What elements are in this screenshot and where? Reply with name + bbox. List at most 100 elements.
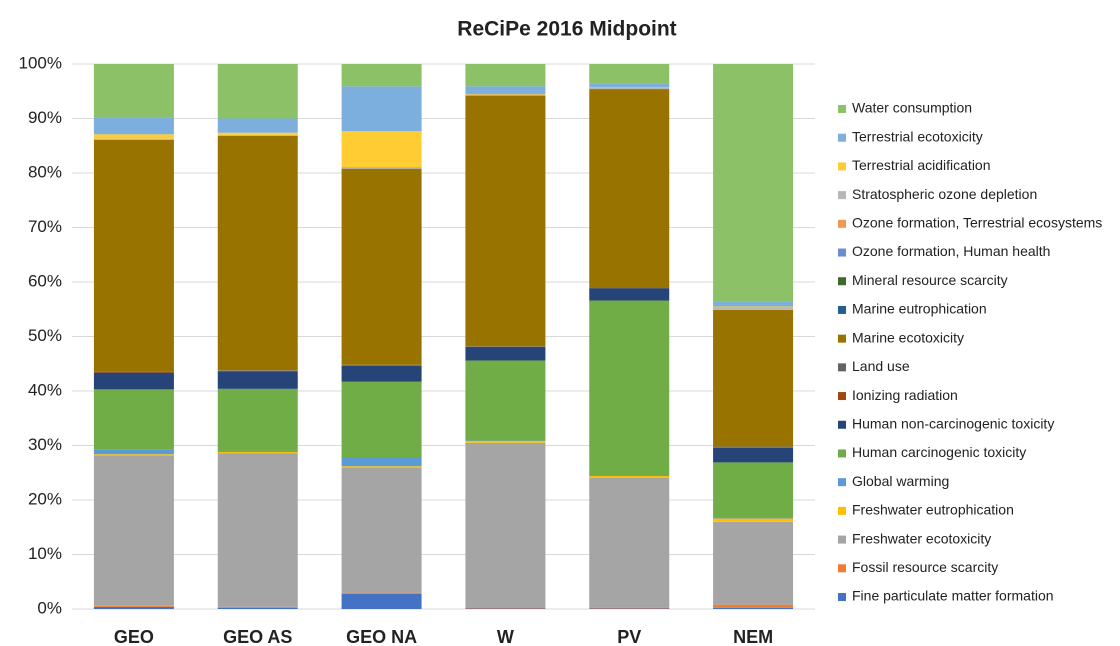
- bar-segment: [589, 64, 670, 84]
- bar-segment: [341, 131, 422, 168]
- x-tick-label: NEM: [733, 627, 773, 646]
- bar-segment: [713, 447, 794, 463]
- bar-segment: [589, 288, 670, 301]
- bar-segment: [465, 360, 546, 441]
- legend-label: Marine ecotoxicity: [852, 329, 964, 345]
- bar-segment: [465, 608, 546, 609]
- legend-swatch: [838, 219, 846, 228]
- bar-segment: [217, 370, 298, 371]
- bar-segment: [465, 346, 546, 347]
- bar-segment: [93, 134, 174, 139]
- bar-segment: [217, 452, 298, 454]
- bar-segment: [589, 89, 670, 288]
- bar-segment: [341, 381, 422, 458]
- bar-segment: [465, 442, 546, 608]
- bar-segment: [217, 607, 298, 609]
- x-tick-label: GEO AS: [223, 627, 292, 646]
- bar-segment: [589, 608, 670, 609]
- bar-segment: [465, 93, 546, 95]
- y-tick-label: 90%: [28, 108, 62, 127]
- y-tick-label: 30%: [28, 435, 62, 454]
- bar-segment: [217, 64, 298, 119]
- legend-label: Marine eutrophication: [852, 301, 987, 317]
- y-tick-label: 50%: [28, 326, 62, 345]
- legend-label: Terrestrial ecotoxicity: [852, 128, 983, 144]
- legend-label: Fine particulate matter formation: [852, 588, 1054, 604]
- bar-segment: [93, 606, 174, 609]
- legend-swatch: [838, 593, 846, 601]
- legend-swatch: [838, 162, 846, 171]
- legend-label: Stratospheric ozone depletion: [852, 186, 1037, 202]
- bar-segment: [217, 371, 298, 389]
- bar-segment: [589, 475, 670, 477]
- bar-segment: [93, 64, 174, 118]
- legend-swatch: [838, 478, 846, 487]
- bar-segment: [589, 607, 670, 609]
- bar-segment: [93, 605, 174, 607]
- bar-segment: [341, 466, 422, 468]
- bar-segment: [217, 453, 298, 607]
- bar-segment: [341, 86, 422, 132]
- x-tick-label: GEO: [114, 627, 154, 646]
- bar-segment: [465, 440, 546, 442]
- legend-label: Global warming: [852, 473, 949, 489]
- legend-label: Freshwater eutrophication: [852, 502, 1014, 518]
- bar-segment: [589, 287, 670, 289]
- legend-label: Land use: [852, 358, 910, 374]
- bar-segment: [589, 87, 670, 88]
- legend-label: Fossil resource scarcity: [852, 559, 998, 575]
- bar-segment: [93, 371, 174, 373]
- y-tick-label: 70%: [28, 217, 62, 236]
- bar-segment: [93, 139, 174, 372]
- legend-swatch: [838, 334, 846, 343]
- legend-label: Ozone formation, Terrestrial ecosystems: [852, 215, 1102, 231]
- legend-label: Human carcinogenic toxicity: [852, 444, 1026, 460]
- bar-segment: [589, 476, 670, 478]
- y-tick-label: 10%: [28, 544, 62, 563]
- bar-segment: [341, 592, 422, 594]
- bar-segment: [93, 389, 174, 450]
- legend-swatch: [838, 133, 846, 142]
- x-tick-label: W: [497, 627, 514, 646]
- legend-label: Ozone formation, Human health: [852, 243, 1050, 259]
- bar-segment: [341, 467, 422, 593]
- bar-segment: [341, 457, 422, 467]
- legend-swatch: [838, 363, 846, 372]
- legend-label: Ionizing radiation: [852, 387, 958, 403]
- bar-segment: [341, 593, 422, 609]
- bar-segment: [465, 95, 546, 347]
- bar-segment: [93, 372, 174, 374]
- legend-swatch: [838, 392, 846, 401]
- bar-segment: [713, 309, 794, 447]
- legend-swatch: [838, 564, 846, 573]
- bar-segment: [713, 604, 794, 608]
- legend-swatch: [838, 277, 846, 286]
- legend-swatch: [838, 305, 846, 314]
- bar-segment: [713, 307, 794, 310]
- bar-segment: [341, 364, 422, 366]
- bar-segment: [713, 306, 794, 308]
- bar-segment: [465, 64, 546, 87]
- bar-segment: [341, 64, 422, 87]
- bar-segment: [217, 132, 298, 135]
- bar-segment: [93, 117, 174, 135]
- legend-swatch: [838, 420, 846, 429]
- bar-segment: [93, 373, 174, 390]
- bar-segment: [217, 370, 298, 372]
- bar-segment: [713, 447, 794, 448]
- y-tick-label: 100%: [19, 53, 62, 72]
- x-tick-label: GEO NA: [346, 627, 417, 646]
- bar-segment: [465, 86, 546, 94]
- bar-segment: [589, 300, 670, 476]
- bar-segment: [713, 521, 794, 605]
- bar-segment: [217, 606, 298, 608]
- bar-segment: [93, 138, 174, 140]
- y-tick-label: 60%: [28, 271, 62, 290]
- bar-segment: [713, 301, 794, 307]
- bar-segment: [341, 365, 422, 382]
- y-tick-label: 20%: [28, 489, 62, 508]
- legend-label: Freshwater ecotoxicity: [852, 530, 991, 546]
- bar-segment: [341, 365, 422, 366]
